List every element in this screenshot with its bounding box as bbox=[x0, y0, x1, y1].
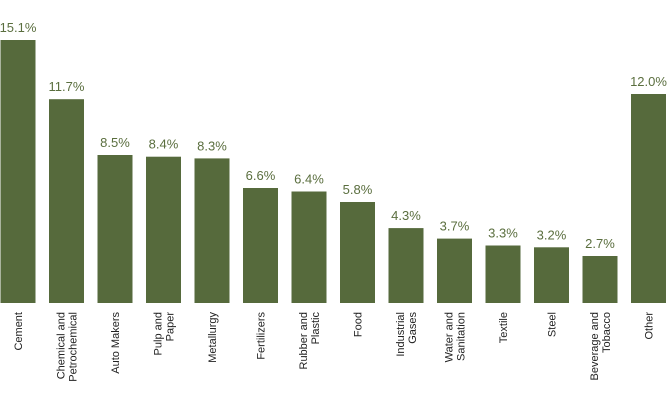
category-label-8-line-1: Gases bbox=[407, 312, 419, 344]
value-label-5: 6.6% bbox=[246, 168, 276, 183]
category-label-1: Chemical andPetrochemical bbox=[56, 312, 80, 382]
value-label-8: 4.3% bbox=[391, 208, 421, 223]
bar-7 bbox=[340, 202, 375, 303]
category-label-12-line-0: Beverage and bbox=[589, 312, 601, 381]
value-label-9: 3.7% bbox=[440, 219, 470, 234]
category-label-4-line-0: Metallurgy bbox=[207, 312, 219, 363]
category-label-12: Beverage andTobacco bbox=[589, 312, 613, 381]
category-label-12-line-1: Tobacco bbox=[601, 312, 613, 353]
category-label-13: Other bbox=[644, 312, 656, 340]
bar-11 bbox=[534, 247, 569, 303]
category-label-6-line-0: Rubber and bbox=[298, 312, 310, 370]
category-label-7: Food bbox=[353, 312, 365, 337]
value-label-4: 8.3% bbox=[197, 138, 227, 153]
value-label-2: 8.5% bbox=[100, 135, 130, 150]
bar-3 bbox=[146, 156, 181, 303]
bar-2 bbox=[97, 155, 133, 303]
category-label-6-line-1: Plastic bbox=[310, 312, 322, 345]
category-label-6: Rubber andPlastic bbox=[298, 312, 322, 370]
bar-8 bbox=[388, 228, 424, 303]
category-label-9: Water andSanitation bbox=[444, 312, 468, 362]
bar-4 bbox=[194, 158, 230, 303]
category-label-2-line-0: Auto Makers bbox=[110, 312, 122, 374]
category-label-3: Pulp andPaper bbox=[153, 312, 177, 356]
bar-6 bbox=[291, 191, 327, 303]
value-label-13: 12.0% bbox=[630, 74, 667, 89]
bar-9 bbox=[437, 238, 472, 303]
category-label-0: Cement bbox=[13, 312, 25, 351]
category-label-9-line-1: Sanitation bbox=[456, 312, 468, 361]
value-label-10: 3.3% bbox=[488, 226, 518, 241]
category-label-1-line-0: Chemical and bbox=[56, 312, 68, 379]
category-labels-group: Cement Chemical andPetrochemical Auto Make… bbox=[13, 312, 656, 382]
bar-0 bbox=[0, 40, 36, 303]
category-label-3-line-1: Paper bbox=[165, 312, 177, 342]
bar-12 bbox=[582, 256, 618, 303]
category-label-13-line-0: Other bbox=[644, 312, 656, 340]
value-label-3: 8.4% bbox=[149, 137, 179, 152]
category-label-5: Fertilizers bbox=[256, 312, 268, 360]
category-label-11-line-0: Steel bbox=[547, 312, 559, 337]
category-label-8-line-0: Industrial bbox=[395, 312, 407, 357]
bar-10 bbox=[485, 245, 521, 303]
bar-1 bbox=[49, 99, 84, 303]
value-label-6: 6.4% bbox=[294, 172, 324, 187]
category-label-2: Auto Makers bbox=[110, 312, 122, 374]
bars-group bbox=[0, 40, 666, 303]
category-label-3-line-0: Pulp and bbox=[153, 312, 165, 355]
category-label-1-line-1: Petrochemical bbox=[68, 312, 80, 382]
category-label-0-line-0: Cement bbox=[13, 312, 25, 351]
category-label-11: Steel bbox=[547, 312, 559, 337]
bar-13 bbox=[631, 94, 666, 303]
category-label-8: IndustrialGases bbox=[395, 312, 419, 357]
category-label-4: Metallurgy bbox=[207, 312, 219, 363]
category-label-7-line-0: Food bbox=[353, 312, 365, 337]
category-label-9-line-0: Water and bbox=[444, 312, 456, 362]
category-label-5-line-0: Fertilizers bbox=[256, 312, 268, 360]
value-label-0: 15.1% bbox=[0, 20, 37, 35]
value-label-7: 5.8% bbox=[343, 182, 373, 197]
value-label-11: 3.2% bbox=[537, 227, 567, 242]
category-label-10: Textile bbox=[498, 312, 510, 343]
category-label-10-line-0: Textile bbox=[498, 312, 510, 343]
value-labels-group: 15.1% 11.7% 8.5% 8.4% 8.3% 6.6% 6.4% 5.8% 4.3% 3.… bbox=[0, 20, 667, 251]
bar-5 bbox=[243, 188, 278, 303]
value-label-1: 11.7% bbox=[49, 79, 85, 94]
value-label-12: 2.7% bbox=[585, 236, 615, 251]
